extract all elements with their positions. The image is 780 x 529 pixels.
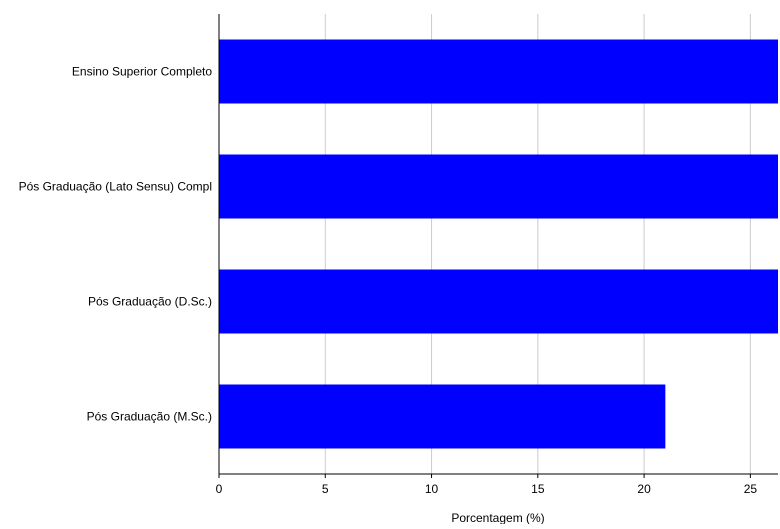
category-label: Ensino Superior Completo (72, 65, 212, 79)
bars (219, 39, 778, 449)
category-labels: Ensino Superior Completo Pós Graduação (L… (19, 65, 213, 424)
x-tick-label: 25 (744, 482, 758, 496)
x-axis-title: Porcentagem (%) (451, 511, 544, 524)
category-label: Pós Graduação (Lato Sensu) Compl (19, 180, 212, 194)
x-tick-label: 5 (322, 482, 329, 496)
axes (218, 14, 778, 475)
x-tick-label: 15 (531, 482, 545, 496)
bar (219, 269, 778, 334)
x-tick-label: 10 (425, 482, 439, 496)
x-tick-label: 20 (637, 482, 651, 496)
x-tick-label: 0 (216, 482, 223, 496)
bar (219, 154, 778, 219)
category-label: Pós Graduação (D.Sc.) (88, 295, 212, 309)
x-tick-labels: 0 5 10 15 20 25 (216, 474, 758, 496)
bar (219, 384, 666, 449)
category-label: Pós Graduação (M.Sc.) (87, 410, 212, 424)
bar (219, 39, 778, 104)
